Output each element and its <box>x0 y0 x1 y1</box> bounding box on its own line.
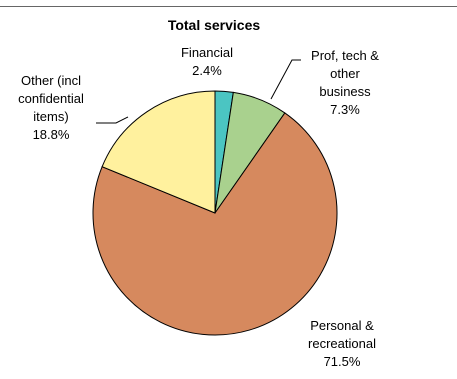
slice-name-line: business <box>319 84 371 99</box>
slice-name-line: Personal & <box>310 318 374 333</box>
pie-slices <box>92 90 338 336</box>
slice-name-line: Financial <box>181 45 233 60</box>
slice-value-label: 2.4% <box>192 63 222 78</box>
slice-label-0: Financial 2.4% <box>181 45 233 78</box>
pie-slice-2 <box>92 112 338 336</box>
slice-name-line: recreational <box>308 336 376 351</box>
leader-line-3 <box>96 116 129 124</box>
slice-name-line: other <box>330 66 360 81</box>
leader-line-1 <box>270 59 301 100</box>
slice-label-1: Prof, tech & other business 7.3% <box>311 48 379 117</box>
slice-name-line: Other (incl <box>21 73 81 88</box>
chart-title: Total services <box>168 17 261 33</box>
leader-lines <box>96 59 301 124</box>
slice-value-label: 71.5% <box>324 354 361 369</box>
slice-value-label: 18.8% <box>33 127 70 142</box>
slice-label-3: Other (incl confidential items) 18.8% <box>18 73 84 142</box>
slice-name-line: items) <box>33 109 68 124</box>
slice-name-line: Prof, tech & <box>311 48 379 63</box>
slice-labels: Financial 2.4% Prof, tech & other business 7.… <box>18 45 379 369</box>
slice-value-label: 7.3% <box>330 102 360 117</box>
pie-slice-3 <box>101 90 216 214</box>
slice-name-line: confidential <box>18 91 84 106</box>
slice-label-2: Personal & recreational 71.5% <box>308 318 376 369</box>
